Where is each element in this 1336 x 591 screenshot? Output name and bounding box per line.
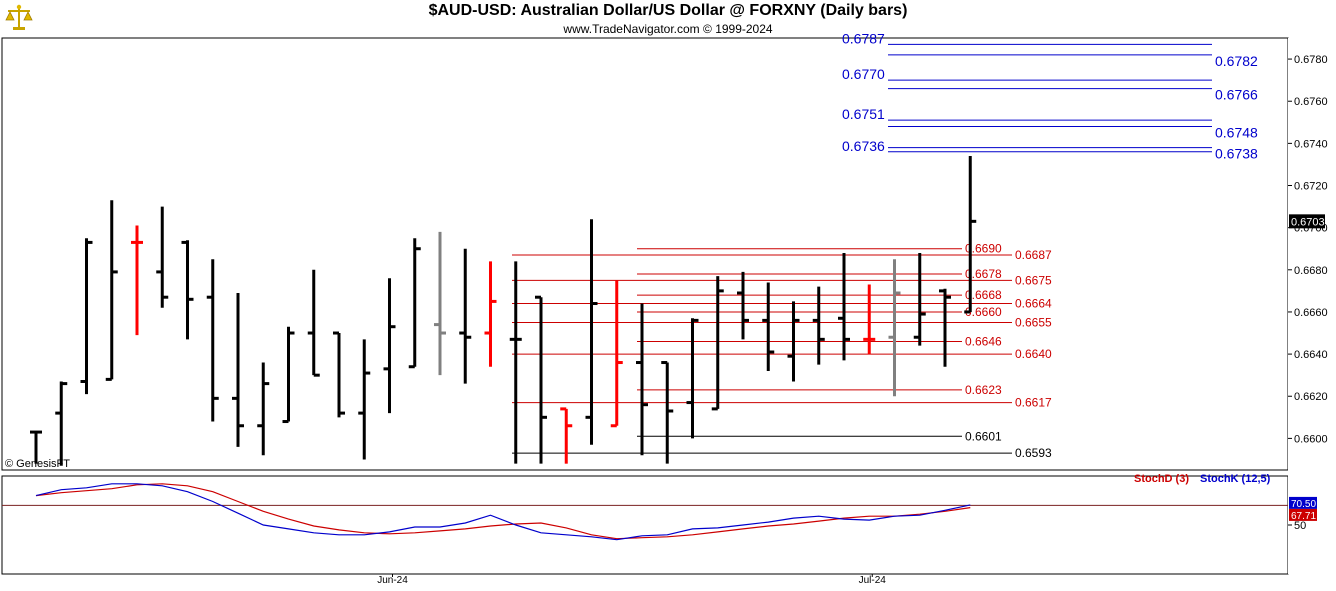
stochd-line [35, 483, 971, 540]
ohlc-bar[interactable] [408, 238, 421, 369]
scales-of-justice-icon [5, 4, 33, 30]
support-label: 0.6687 [1015, 248, 1052, 262]
stochd-value: 67.71 [1291, 511, 1316, 522]
chart-subtitle: www.TradeNavigator.com © 1999-2024 [563, 22, 773, 36]
support-label: 0.6675 [1015, 273, 1052, 287]
y-tick-label: 0.6640 [1294, 349, 1328, 361]
ohlc-bar[interactable] [206, 259, 219, 422]
projection-label: 0.6738 [1215, 146, 1258, 162]
ohlc-bar[interactable] [459, 248, 472, 384]
y-tick-label: 0.6680 [1294, 265, 1328, 277]
ohlc-bar[interactable] [812, 286, 825, 365]
last-price-badge [1289, 214, 1325, 229]
ohlc-bar[interactable] [333, 331, 345, 418]
ohlc-bar[interactable] [737, 271, 749, 340]
ohlc-bar[interactable] [232, 292, 244, 447]
support-label: 0.6668 [965, 288, 1002, 302]
ohlc-bar[interactable] [661, 361, 674, 464]
ohlc-bar[interactable] [80, 238, 93, 395]
support-label: 0.6655 [1015, 315, 1052, 329]
support-label: 0.6593 [1015, 446, 1052, 460]
ohlc-bar[interactable] [307, 269, 320, 377]
ohlc-bar[interactable] [358, 339, 371, 460]
ohlc-bar[interactable] [131, 225, 143, 336]
support-label: 0.6664 [1015, 297, 1052, 311]
ohlc-bar[interactable] [105, 200, 118, 381]
projection-label: 0.6748 [1215, 125, 1258, 141]
chart-title: $AUD-USD: Australian Dollar/US Dollar @ … [428, 2, 908, 19]
stochk-value: 70.50 [1291, 499, 1316, 510]
ohlc-bar[interactable] [282, 326, 295, 424]
ohlc-bar[interactable] [686, 318, 699, 439]
ohlc-bar[interactable] [888, 259, 901, 397]
ohlc-bar[interactable] [863, 284, 876, 355]
ohlc-bar[interactable] [610, 280, 623, 428]
copyright-watermark: © GenesisFT [5, 458, 70, 470]
ohlc-bar[interactable] [585, 219, 598, 445]
support-label: 0.6646 [965, 334, 1002, 348]
y-tick-label: 0.6660 [1294, 307, 1328, 319]
stochd-value-badge [1289, 508, 1317, 521]
ohlc-bar[interactable] [257, 362, 270, 456]
projection-label: 0.6770 [842, 66, 885, 82]
x-tick-label: Jul-24 [859, 575, 887, 586]
ohlc-bar[interactable] [787, 301, 800, 382]
stochk-value-badge [1289, 496, 1317, 509]
projection-label: 0.6736 [842, 138, 885, 154]
legend-stochd: StochD (3) [1134, 473, 1189, 485]
ohlc-bar[interactable] [156, 206, 169, 308]
ohlc-bar[interactable] [636, 303, 648, 456]
ohlc-bar[interactable] [434, 231, 446, 376]
y-tick-label: 0.6600 [1294, 433, 1328, 445]
y-tick-label: 0.6620 [1294, 391, 1328, 403]
support-label: 0.6678 [965, 267, 1002, 281]
ohlc-bar[interactable] [762, 282, 775, 371]
stochk-line [35, 483, 971, 541]
chart-header: $AUD-USD: Australian Dollar/US Dollar @ … [0, 0, 1336, 38]
projection-label: 0.6766 [1215, 87, 1258, 103]
right-axis-area [1288, 38, 1336, 574]
support-label: 0.6623 [965, 383, 1002, 397]
ohlc-bar[interactable] [383, 278, 396, 414]
ohlc-bar[interactable] [509, 261, 522, 464]
support-label: 0.6660 [965, 305, 1002, 319]
ohlc-bar[interactable] [838, 252, 850, 361]
projection-label: 0.6751 [842, 106, 885, 122]
y-tick-label: 0.6760 [1294, 96, 1328, 108]
legend-stochk: StochK (12,5) [1200, 473, 1271, 485]
y-tick-label: 0.6720 [1294, 181, 1328, 193]
ohlc-bar[interactable] [181, 240, 194, 340]
ohlc-bar[interactable] [535, 295, 547, 464]
last-price-label: 0.6703 [1291, 216, 1325, 228]
ohlc-bar[interactable] [913, 252, 926, 346]
ohlc-bar[interactable] [964, 156, 977, 314]
support-label: 0.6640 [1015, 347, 1052, 361]
stoch-y-tick-label: 50 [1294, 520, 1306, 532]
y-tick-label: 0.6740 [1294, 138, 1328, 150]
support-label: 0.6690 [965, 242, 1002, 256]
support-label: 0.6601 [965, 429, 1002, 443]
x-tick-label: Jun-24 [377, 575, 408, 586]
ohlc-bar[interactable] [711, 276, 724, 411]
ohlc-bar[interactable] [55, 381, 68, 466]
projection-label: 0.6787 [842, 30, 885, 46]
ohlc-bar[interactable] [939, 288, 951, 367]
stochastic-panel[interactable] [1, 475, 1289, 575]
y-tick-label: 0.6780 [1294, 54, 1328, 66]
support-label: 0.6617 [1015, 396, 1052, 410]
ohlc-bar[interactable] [560, 407, 573, 464]
projection-label: 0.6782 [1215, 53, 1258, 69]
ohlc-bar[interactable] [484, 261, 497, 367]
ohlc-bar[interactable] [30, 430, 42, 464]
